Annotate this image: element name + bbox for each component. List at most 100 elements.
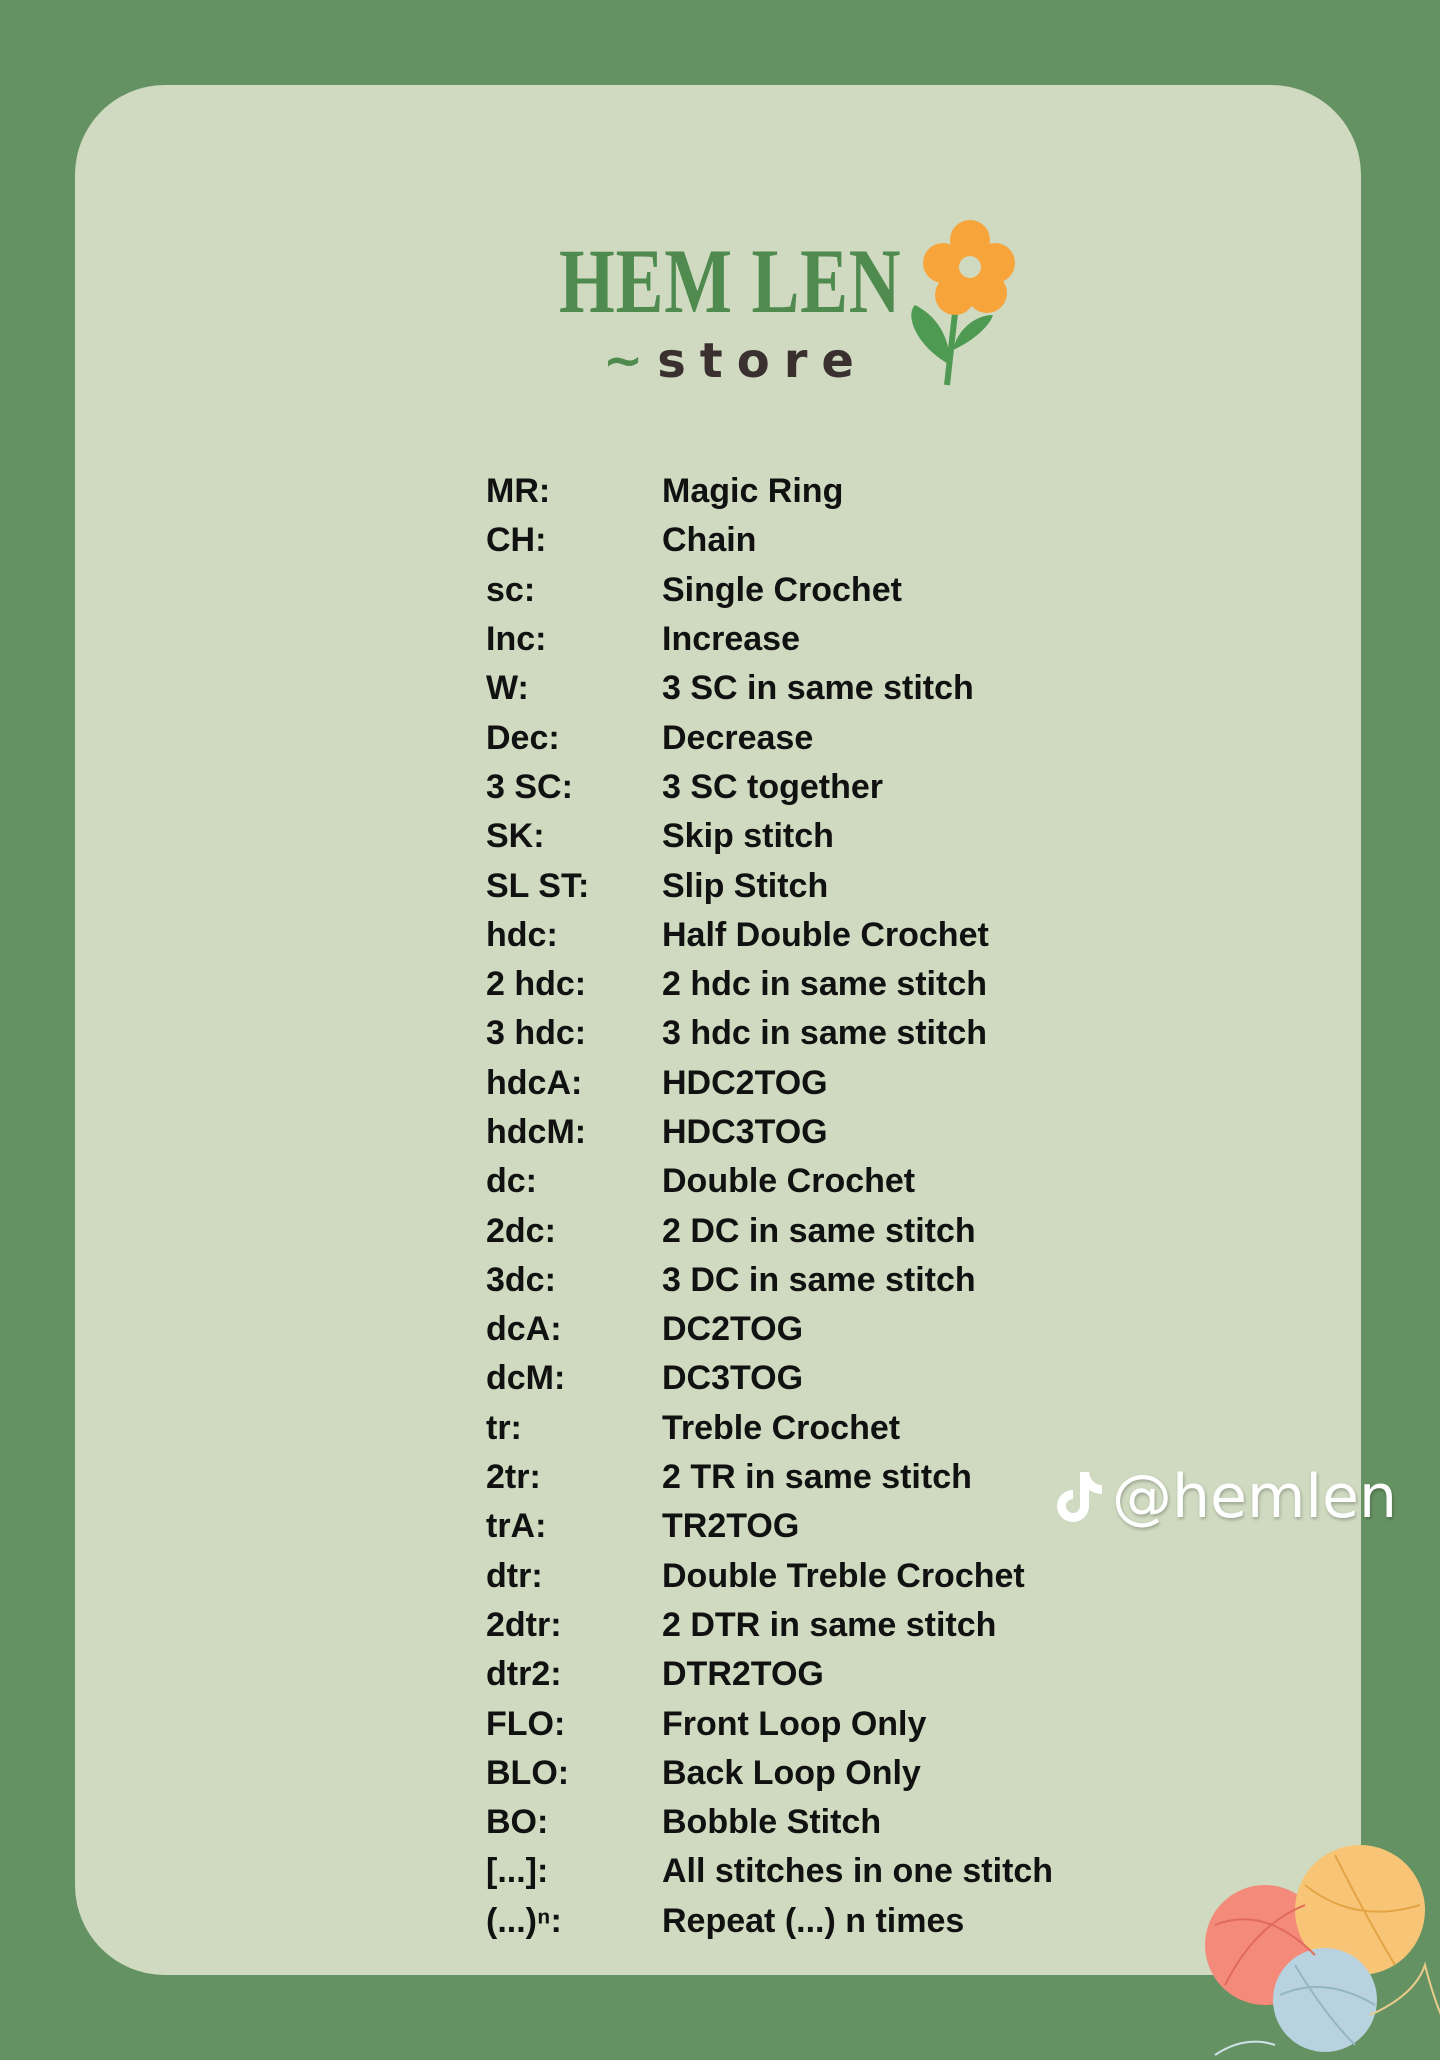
glossary-row: 2tr: 2 TR in same stitch <box>486 1453 1053 1502</box>
glossary-row: CH: Chain <box>486 516 1053 565</box>
glossary-row: dtr2: DTR2TOG <box>486 1650 1053 1699</box>
glossary-row: BO: Bobble Stitch <box>486 1798 1053 1847</box>
glossary-row: (...)ⁿ: Repeat (...) n times <box>486 1897 1053 1946</box>
glossary-row: dtr: Double Treble Crochet <box>486 1552 1053 1601</box>
definition: Front Loop Only <box>662 1704 927 1743</box>
definition: DTR2TOG <box>662 1655 824 1694</box>
definition: 2 DC in same stitch <box>662 1211 976 1250</box>
abbreviation: BLO: <box>486 1753 570 1792</box>
yarn-balls-icon <box>1205 1845 1440 2056</box>
definition: Decrease <box>662 718 814 757</box>
tiktok-handle: @hemlen <box>1112 1462 1397 1532</box>
abbreviation: 2 hdc: <box>486 965 587 1004</box>
abbreviation: dtr: <box>486 1556 543 1595</box>
definition: Increase <box>662 620 800 659</box>
glossary-list: MR: Magic Ring CH: Chain sc: Single Crochet In… <box>486 467 1053 1946</box>
glossary-row: 3dc: 3 DC in same stitch <box>486 1256 1053 1305</box>
definition: 3 hdc in same stitch <box>662 1014 987 1053</box>
definition: All stitches in one stitch <box>662 1852 1054 1891</box>
glossary-row: trA: TR2TOG <box>486 1502 1053 1551</box>
tiktok-watermark: @hemlen <box>1052 1462 1397 1532</box>
glossary-row: 2 hdc: 2 hdc in same stitch <box>486 960 1053 1009</box>
glossary-row: dcA: DC2TOG <box>486 1305 1053 1354</box>
abbreviation: dc: <box>486 1162 537 1201</box>
abbreviation: hdcM: <box>486 1113 587 1151</box>
definition: Back Loop Only <box>662 1753 921 1792</box>
definition: 2 hdc in same stitch <box>662 965 987 1004</box>
abbreviation: FLO: <box>486 1704 566 1743</box>
abbreviation: trA: <box>486 1507 547 1546</box>
abbreviation: CH: <box>486 521 547 560</box>
glossary-row: hdc: Half Double Crochet <box>486 911 1053 960</box>
definition: Slip Stitch <box>662 866 829 905</box>
glossary-row: 3 hdc: 3 hdc in same stitch <box>486 1009 1053 1058</box>
glossary-row: sc: Single Crochet <box>486 566 1053 615</box>
glossary-row: Inc: Increase <box>486 615 1053 664</box>
abbreviation: Dec: <box>486 718 560 757</box>
definition: Chain <box>662 521 757 560</box>
glossary-row: hdcA: HDC2TOG <box>486 1059 1053 1108</box>
abbreviation: 2dtr: <box>486 1605 562 1644</box>
glossary-row: [...]: All stitches in one stitch <box>486 1847 1053 1896</box>
definition: Double Treble Crochet <box>662 1556 1025 1595</box>
definition: HDC2TOG <box>662 1063 828 1102</box>
glossary-row: SL ST: Slip Stitch <box>486 861 1053 910</box>
abbreviation: hdc: <box>486 915 558 954</box>
glossary-card: HEM LEN ~store MR: Magic Ring CH: Chain sc: S… <box>75 85 1440 2056</box>
glossary-row: dcM: DC3TOG <box>486 1354 1053 1403</box>
definition: 3 SC together <box>662 767 884 806</box>
glossary-row: Dec: Decrease <box>486 713 1053 762</box>
logo-brand: HEM LEN <box>559 230 902 332</box>
abbreviation: W: <box>486 669 529 708</box>
definition: Treble Crochet <box>662 1408 901 1447</box>
abbreviation: 3 hdc: <box>486 1014 587 1053</box>
abbreviation: dcA: <box>486 1310 562 1349</box>
glossary-row: tr: Treble Crochet <box>486 1404 1053 1453</box>
definition: DC2TOG <box>662 1310 804 1349</box>
glossary-row: 3 SC: 3 SC together <box>486 763 1053 812</box>
definition: Repeat (...) n times <box>662 1901 965 1940</box>
definition: Magic Ring <box>662 472 844 511</box>
definition: HDC3TOG <box>662 1113 828 1151</box>
glossary-row: SK: Skip stitch <box>486 812 1053 861</box>
glossary-row: W: 3 SC in same stitch <box>486 664 1053 713</box>
definition: 2 DTR in same stitch <box>662 1605 997 1644</box>
glossary-row: 2dc: 2 DC in same stitch <box>486 1206 1053 1255</box>
abbreviation: dtr2: <box>486 1655 562 1694</box>
definition: DC3TOG <box>662 1359 804 1398</box>
definition: 3 SC in same stitch <box>662 669 974 708</box>
glossary-row: BLO: Back Loop Only <box>486 1749 1053 1798</box>
abbreviation: BO: <box>486 1803 549 1842</box>
abbreviation: (...)ⁿ: <box>486 1901 562 1940</box>
abbreviation: MR: <box>486 472 551 511</box>
logo-sub-text: store <box>657 333 868 389</box>
definition: Skip stitch <box>662 817 834 856</box>
definition: TR2TOG <box>662 1507 800 1546</box>
definition: Double Crochet <box>662 1162 916 1201</box>
abbreviation: hdcA: <box>486 1063 583 1102</box>
glossary-row: 2dtr: 2 DTR in same stitch <box>486 1601 1053 1650</box>
abbreviation: 3 SC: <box>486 767 573 806</box>
abbreviation: dcM: <box>486 1359 566 1398</box>
definition: 2 TR in same stitch <box>662 1458 972 1497</box>
abbreviation: SL ST: <box>486 866 590 905</box>
logo-sub: ~store <box>603 333 868 389</box>
tiktok-icon <box>1057 1472 1102 1522</box>
abbreviation: sc: <box>486 570 536 609</box>
glossary-row: MR: Magic Ring <box>486 467 1053 516</box>
glossary-row: hdcM: HDC3TOG <box>486 1108 1053 1157</box>
flower-icon <box>911 220 1015 386</box>
definition: 3 DC in same stitch <box>662 1260 976 1299</box>
store-logo: HEM LEN ~store <box>555 215 1015 405</box>
abbreviation: SK: <box>486 817 545 856</box>
definition: Bobble Stitch <box>662 1803 882 1842</box>
abbreviation: 2dc: <box>486 1211 556 1250</box>
abbreviation: [...]: <box>486 1852 549 1891</box>
glossary-row: dc: Double Crochet <box>486 1157 1053 1206</box>
abbreviation: 2tr: <box>486 1458 541 1497</box>
abbreviation: 3dc: <box>486 1260 556 1299</box>
glossary-row: FLO: Front Loop Only <box>486 1699 1053 1748</box>
definition: Single Crochet <box>662 570 902 609</box>
definition: Half Double Crochet <box>662 915 989 954</box>
abbreviation: Inc: <box>486 620 547 659</box>
